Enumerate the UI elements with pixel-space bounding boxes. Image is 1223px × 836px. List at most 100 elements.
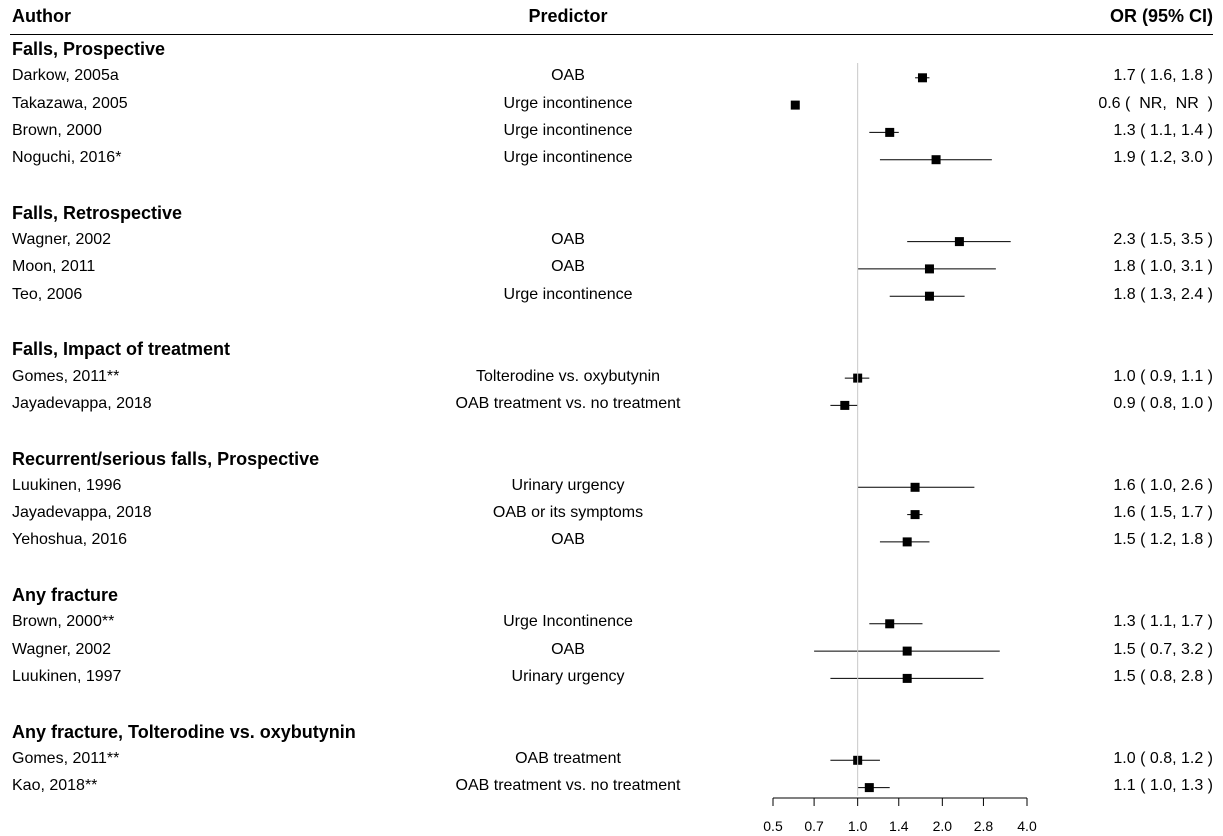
study-row: Takazawa, 2005 Urge incontinence 0.6 ( NR,… <box>0 92 1223 119</box>
study-row: Yehoshua, 2016 OAB 1.5 ( 1.2, 1.8 ) <box>0 528 1223 555</box>
study-or-label: 0.9 ( 0.8, 1.0 ) <box>1113 394 1213 412</box>
group-row: Any fracture, Tolterodine vs. oxybutynin <box>0 720 1223 747</box>
study-author: Kao, 2018** <box>12 777 98 795</box>
study-or-label: 1.8 ( 1.3, 2.4 ) <box>1113 285 1213 303</box>
group-heading: Falls, Impact of treatment <box>12 339 231 360</box>
study-predictor-text: OAB <box>551 231 585 249</box>
header-rule <box>10 34 1213 35</box>
group-row: Falls, Prospective <box>0 37 1223 64</box>
study-author: Brown, 2000** <box>12 613 115 631</box>
point-estimate <box>864 783 874 793</box>
study-or-label: 2.3 ( 1.5, 3.5 ) <box>1113 231 1213 249</box>
x-tick-label: 0.5 <box>763 818 783 834</box>
study-author: Takazawa, 2005 <box>12 94 128 112</box>
study-or-label: 1.9 ( 1.2, 3.0 ) <box>1113 149 1213 167</box>
point-estimate <box>910 482 920 492</box>
point-estimate <box>902 537 912 547</box>
study-author: Luukinen, 1996 <box>12 476 122 494</box>
point-estimate <box>840 400 850 410</box>
point-estimate <box>910 510 920 520</box>
group-heading: Any fracture, Tolterodine vs. oxybutynin <box>12 721 356 742</box>
study-predictor-text: OAB <box>551 67 585 85</box>
study-author: Luukinen, 1997 <box>12 667 122 685</box>
study-predictor-text: OAB <box>551 258 585 276</box>
study-or-label: 1.5 ( 1.2, 1.8 ) <box>1113 531 1213 549</box>
study-author: Darkow, 2005a <box>12 67 119 85</box>
study-predictor-text: Urge incontinence <box>503 121 633 139</box>
study-predictor-text: Urge incontinence <box>503 285 633 303</box>
point-estimate <box>924 264 934 274</box>
point-estimate <box>917 73 927 83</box>
study-predictor-text: OAB treatment vs. no treatment <box>455 777 681 795</box>
group-row: Falls, Retrospective <box>0 201 1223 228</box>
group-row: Any fracture <box>0 583 1223 610</box>
study-or-label: 1.5 ( 0.8, 2.8 ) <box>1113 667 1213 685</box>
study-or-label: 1.1 ( 1.0, 1.3 ) <box>1113 777 1213 795</box>
study-author: Gomes, 2011** <box>12 367 120 385</box>
x-tick-label: 4.0 <box>1017 818 1037 834</box>
group-heading: Recurrent/serious falls, Prospective <box>12 448 320 469</box>
study-predictor-text: OAB or its symptoms <box>492 504 644 522</box>
study-row: Moon, 2011 OAB 1.8 ( 1.0, 3.1 ) <box>0 255 1223 282</box>
point-estimate <box>902 646 912 656</box>
study-or-label: 1.6 ( 1.5, 1.7 ) <box>1113 504 1213 522</box>
study-row: Brown, 2000** Urge Incontinence 1.3 ( 1.1,… <box>0 610 1223 637</box>
x-tick-label: 2.8 <box>974 818 994 834</box>
study-row: Luukinen, 1996 Urinary urgency 1.6 ( 1.0, … <box>0 474 1223 501</box>
study-predictor-text: OAB treatment <box>515 749 621 767</box>
x-tick-label: 0.7 <box>804 818 824 834</box>
study-author: Noguchi, 2016* <box>12 149 122 167</box>
study-row: Jayadevappa, 2018 OAB treatment vs. no tr… <box>0 392 1223 419</box>
study-predictor-text: OAB <box>551 640 585 658</box>
study-predictor-text: Tolterodine vs. oxybutynin <box>475 367 661 385</box>
point-estimate <box>954 237 964 247</box>
study-author: Yehoshua, 2016 <box>12 531 128 549</box>
study-or-label: 1.0 ( 0.9, 1.1 ) <box>1113 367 1213 385</box>
study-row: Noguchi, 2016* Urge incontinence 1.9 ( 1.2… <box>0 146 1223 173</box>
study-predictor-text: Urinary urgency <box>511 476 625 494</box>
study-row: Gomes, 2011** Tolterodine vs. oxybutynin 1… <box>0 365 1223 392</box>
study-row: Teo, 2006 Urge incontinence 1.8 ( 1.3, 2.4… <box>0 283 1223 310</box>
study-predictor-text: OAB treatment vs. no treatment <box>455 394 681 412</box>
study-row: Kao, 2018** OAB treatment vs. no treatmen… <box>0 774 1223 801</box>
group-heading: Falls, Prospective <box>12 39 166 59</box>
group-heading: Any fracture <box>12 585 119 605</box>
study-row: Luukinen, 1997 Urinary urgency 1.5 ( 0.8, … <box>0 665 1223 692</box>
study-author: Teo, 2006 <box>12 285 83 303</box>
group-heading: Falls, Retrospective <box>12 202 183 223</box>
column-header-author: Author <box>12 6 71 26</box>
study-author: Gomes, 2011** <box>12 749 120 767</box>
study-or-label: 1.0 ( 0.8, 1.2 ) <box>1113 749 1213 767</box>
study-predictor-text: OAB <box>551 531 585 549</box>
group-row: Recurrent/serious falls, Prospective <box>0 447 1223 474</box>
study-row: Wagner, 2002 OAB 1.5 ( 0.7, 3.2 ) <box>0 638 1223 665</box>
study-or-label: 1.8 ( 1.0, 3.1 ) <box>1113 258 1213 276</box>
column-header-or: OR (95% CI) <box>1109 6 1213 26</box>
column-header-predictor-text: Predictor <box>528 6 608 26</box>
study-or-label: 0.6 ( NR, NR ) <box>1098 94 1213 112</box>
study-or-label: 1.7 ( 1.6, 1.8 ) <box>1113 67 1213 85</box>
study-author: Jayadevappa, 2018 <box>12 394 152 412</box>
x-tick-label: 1.4 <box>889 818 909 834</box>
study-row: Darkow, 2005a OAB 1.7 ( 1.6, 1.8 ) <box>0 64 1223 91</box>
study-row: Gomes, 2011** OAB treatment 1.0 ( 0.8, 1.2… <box>0 747 1223 774</box>
point-estimate <box>902 673 912 683</box>
study-author: Wagner, 2002 <box>12 231 112 249</box>
study-author: Jayadevappa, 2018 <box>12 504 152 522</box>
group-row: Falls, Impact of treatment <box>0 337 1223 364</box>
study-row: Brown, 2000 Urge incontinence 1.3 ( 1.1, 1… <box>0 119 1223 146</box>
point-estimate <box>924 291 934 301</box>
study-author: Moon, 2011 <box>12 258 96 276</box>
study-or-label: 1.6 ( 1.0, 2.6 ) <box>1113 476 1213 494</box>
point-estimate <box>885 127 895 137</box>
point-estimate <box>790 100 800 110</box>
study-or-label: 1.5 ( 0.7, 3.2 ) <box>1113 640 1213 658</box>
study-author: Wagner, 2002 <box>12 640 112 658</box>
study-predictor-text: Urge incontinence <box>503 94 633 112</box>
study-row: Jayadevappa, 2018 OAB or its symptoms 1.6 … <box>0 501 1223 528</box>
study-predictor-text: Urge Incontinence <box>503 613 633 631</box>
study-row: Wagner, 2002 OAB 2.3 ( 1.5, 3.5 ) <box>0 228 1223 255</box>
point-estimate <box>931 155 941 165</box>
study-author: Brown, 2000 <box>12 121 102 139</box>
